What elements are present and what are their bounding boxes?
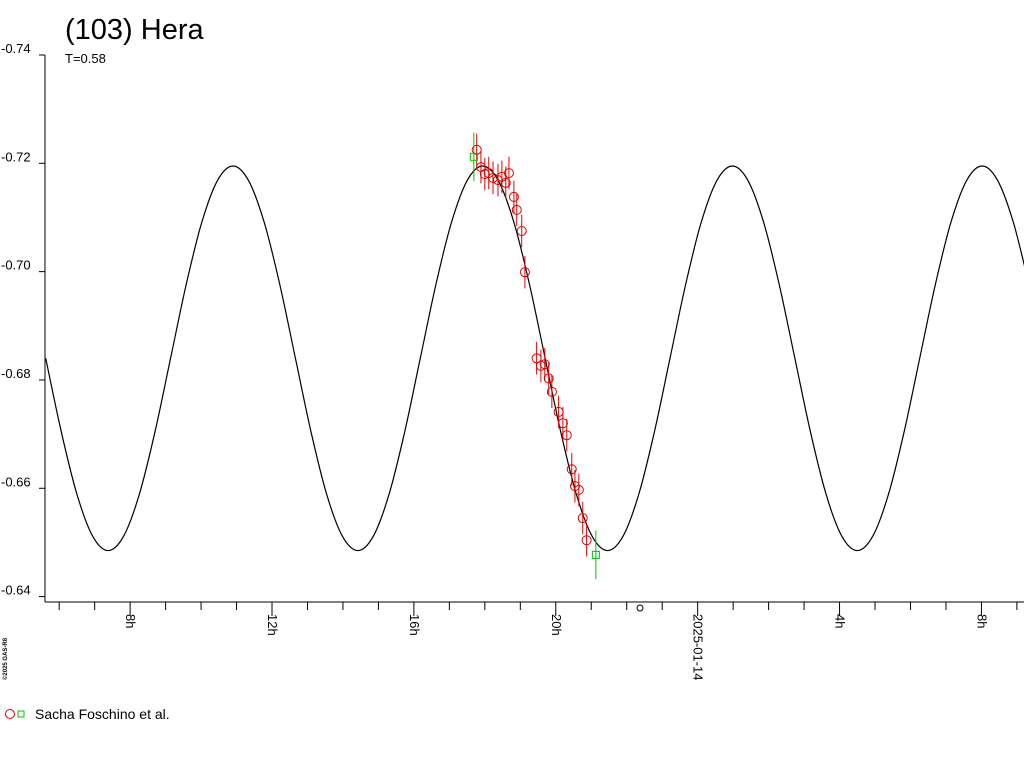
chart-subtitle: T=0.58 [65,51,106,66]
data-point [516,226,527,237]
y-tick-label: -0.66 [1,474,31,489]
data-point [471,144,482,155]
x-tick-label: 2025-01-14 [691,614,706,681]
data-point [546,386,557,397]
model-curve [45,165,1024,552]
y-tick-label: -0.72 [1,149,31,164]
data-point [591,550,600,559]
y-tick-label: -0.68 [1,366,31,381]
data-point [539,359,550,370]
x-tick-label: 8h [123,614,138,628]
data-point [581,535,592,546]
chart-title: (103) Hera [65,14,204,46]
data-point [577,513,588,524]
x-tick-label: 8h [974,614,989,628]
x-tick-label: 4h [833,614,848,628]
data-point [508,191,519,202]
x-tick-label: 20h [549,614,564,636]
data-point [561,430,572,441]
data-point [569,481,580,492]
y-tick-label: -0.64 [1,583,31,598]
data-point [557,418,568,429]
data-point [519,267,530,278]
legend-label: Sacha Foschino et al. [35,706,170,722]
data-point [543,373,554,384]
x-tick-label: 12h [265,614,280,636]
data-point [566,464,577,475]
axis-marker [636,604,644,612]
y-tick-label: -0.70 [1,258,31,273]
x-tick-label: 16h [407,614,422,636]
legend-marker [17,710,25,718]
data-point [503,168,514,179]
plot-area [45,132,1024,580]
data-point [469,152,478,161]
data-point [511,204,522,215]
legend-marker [5,709,15,719]
data-point [479,169,490,180]
data-point [573,484,584,495]
data-point [500,177,511,188]
copyright: ©2025 GAS-R8 [2,637,9,680]
y-tick-label: -0.74 [1,41,31,56]
